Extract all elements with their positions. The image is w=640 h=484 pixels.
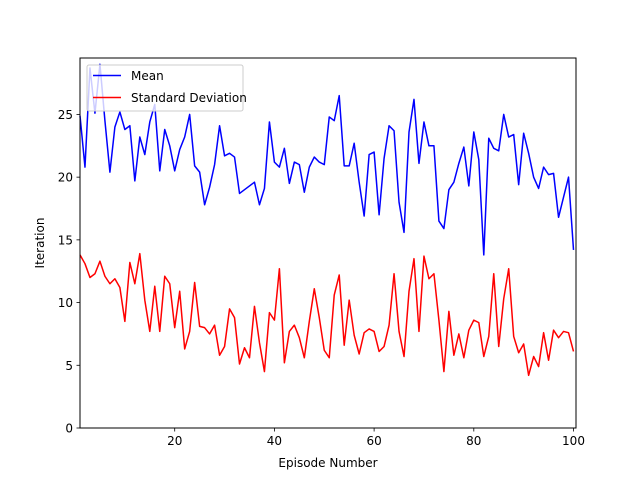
- legend: Mean Standard Deviation: [86, 64, 247, 112]
- plot-lines: [79, 63, 575, 377]
- y-axis: 0 5 10 15 20 25: [58, 108, 80, 436]
- x-tick-label: 60: [366, 434, 381, 448]
- legend-label-mean: Mean: [131, 69, 164, 83]
- series-line-standard-deviation: [79, 252, 575, 377]
- x-tick-label: 20: [167, 434, 182, 448]
- y-tick-label: 20: [58, 171, 73, 185]
- y-tick-label: 15: [58, 233, 73, 247]
- legend-label-standard-deviation: Standard Deviation: [131, 91, 247, 105]
- legend-box: [86, 64, 244, 112]
- y-tick-label: 10: [58, 296, 73, 310]
- x-axis: 20 40 60 80 100: [167, 428, 585, 448]
- x-tick-label: 40: [267, 434, 282, 448]
- x-tick-label: 80: [466, 434, 481, 448]
- series-line-mean: [79, 63, 575, 256]
- y-tick-label: 0: [65, 422, 73, 436]
- x-tick-label: 100: [562, 434, 585, 448]
- y-tick-label: 25: [58, 108, 73, 122]
- plot-frame: [79, 57, 577, 429]
- y-axis-label: Iteration: [33, 218, 47, 269]
- x-axis-label: Episode Number: [278, 456, 377, 470]
- y-tick-label: 5: [65, 359, 73, 373]
